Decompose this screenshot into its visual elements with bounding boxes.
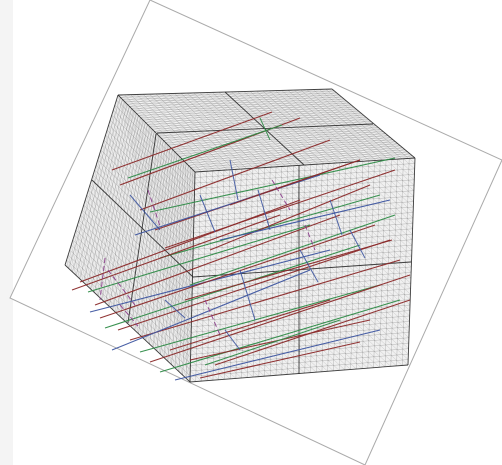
fracture-trace: [204, 319, 341, 366]
block-edges: [64, 88, 416, 383]
fracture-trace: [99, 224, 376, 319]
fracture-trace: [199, 341, 361, 379]
fracture-trace: [149, 157, 396, 213]
fracture-trace: [209, 184, 371, 251]
fracture-trace: [224, 329, 241, 351]
fracture-trace: [164, 169, 396, 249]
fracture-trace: [239, 269, 256, 321]
fracture-trace: [117, 239, 391, 331]
fracture-trace: [304, 224, 316, 251]
fracture-trace: [159, 194, 381, 259]
fracture-trace: [127, 124, 283, 179]
fracture-trace: [129, 194, 161, 231]
fracture-trace: [349, 229, 366, 259]
fracture-trace: [257, 189, 271, 231]
left-face-mesh: [65, 95, 195, 382]
fracture-trace: [204, 299, 221, 336]
fracture-trace: [229, 159, 239, 201]
fracture-trace: [169, 299, 331, 351]
fracture-trace: [214, 299, 411, 366]
meshed-block: [64, 88, 416, 383]
fracture-trace: [199, 194, 216, 233]
fracture-trace: [71, 214, 281, 291]
fracture-trace: [147, 189, 161, 227]
fracture-trace: [219, 199, 391, 241]
fracture-trace: [94, 214, 341, 306]
fracture-trace: [119, 304, 139, 327]
fracture-trace: [159, 299, 401, 373]
fracture-trace: [329, 199, 343, 236]
fracture-trace: [111, 269, 311, 351]
fracture-trace: [184, 239, 393, 301]
fracture-trace: [139, 139, 331, 211]
fracture-trace: [107, 269, 136, 306]
fracture-trace: [259, 117, 271, 141]
fracture-trace: [299, 249, 319, 283]
fracture-traces: [71, 111, 411, 381]
fracture-trace: [149, 274, 411, 363]
fracture-trace: [164, 299, 186, 319]
fracture-trace: [139, 284, 381, 353]
fracture-trace: [111, 111, 273, 171]
fracture-trace: [174, 329, 381, 381]
fracture-trace: [271, 179, 291, 211]
fracture-trace: [129, 259, 401, 341]
fracture-trace: [189, 214, 396, 286]
fracture-trace: [87, 224, 311, 293]
left-margin-strip: [0, 0, 13, 465]
top-face-mesh: [118, 89, 415, 172]
fracture-trace: [79, 199, 301, 283]
fracture-trace: [229, 159, 361, 206]
fracture-trace: [99, 257, 106, 301]
